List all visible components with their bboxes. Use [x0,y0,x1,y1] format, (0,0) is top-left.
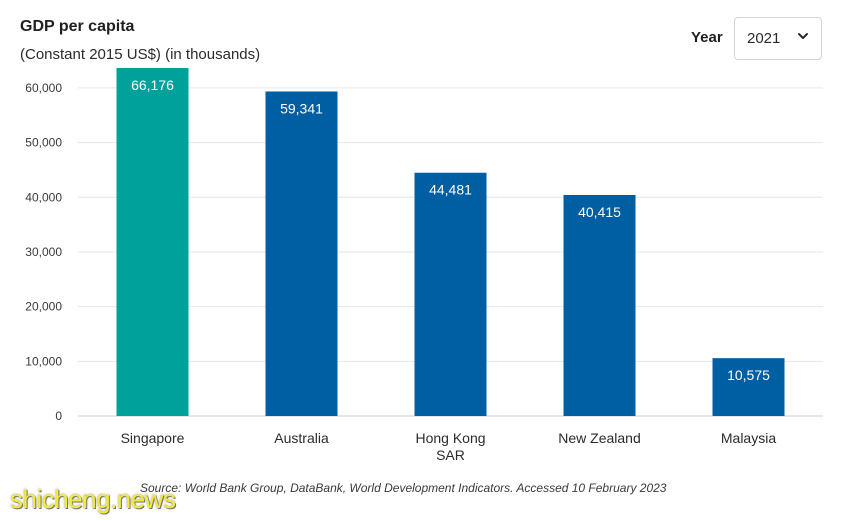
x-tick-label: SAR [436,447,465,463]
chevron-down-icon [798,33,808,39]
bar-chart: 0 10,000 20,000 30,000 40,000 50,000 60,000 66,… [25,68,823,463]
source-note: Source: World Bank Group, DataBank, Worl… [140,481,667,495]
y-tick-label: 40,000 [25,190,62,204]
watermark: shicheng.news [10,484,176,514]
year-select[interactable]: 2021 [734,17,822,60]
y-tick-label: 60,000 [25,81,62,95]
bar [265,91,338,416]
x-tick-label: Hong Kong [415,430,485,446]
y-tick-label: 20,000 [25,300,62,314]
x-tick-label: Malaysia [721,430,776,446]
chart-subtitle: (Constant 2015 US$) (in thousands) [20,46,261,63]
y-tick-label: 50,000 [25,136,62,150]
bar [414,172,487,416]
data-label: 59,341 [280,100,323,116]
x-tick-label: Australia [274,430,329,446]
data-label: 66,176 [131,77,174,93]
x-tick-label: Singapore [121,430,185,446]
bar [116,68,189,416]
data-label: 10,575 [727,367,770,383]
data-label: 44,481 [429,182,472,198]
year-filter-label: Year [691,29,723,46]
bar [563,194,636,416]
y-tick-label: 10,000 [25,354,62,368]
bar [712,358,785,416]
x-tick-label: New Zealand [558,430,641,446]
y-tick-label: 0 [55,409,62,423]
year-select-value: 2021 [747,30,781,47]
chart-title: GDP per capita [20,18,135,35]
y-tick-label: 30,000 [25,245,62,259]
data-label: 40,415 [578,204,621,220]
